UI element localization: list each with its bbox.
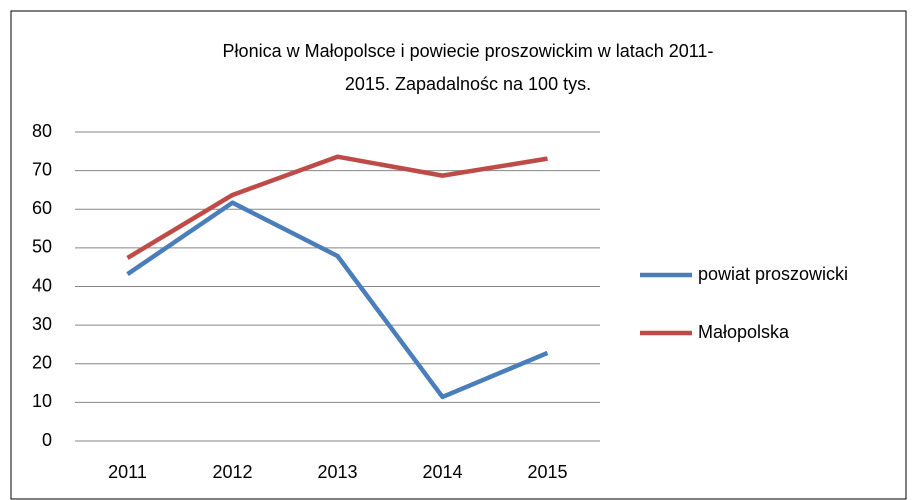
x-tick-label: 2012 (212, 462, 252, 482)
x-tick-label: 2011 (108, 462, 147, 482)
chart-frame (10, 10, 907, 500)
chart-title: Płonica w Małopolsce i powiecie proszowi… (223, 41, 714, 61)
x-tick-label: 2015 (527, 462, 567, 482)
series-line (126, 154, 548, 260)
legend-label: powiat proszowicki (698, 264, 848, 284)
y-tick-label: 50 (32, 237, 52, 257)
y-tick-label: 10 (32, 391, 52, 411)
y-tick-label: 20 (32, 353, 52, 373)
y-tick-label: 80 (32, 121, 52, 141)
series-line (126, 200, 549, 400)
legend-label: Małopolska (698, 322, 790, 342)
x-tick-label: 2014 (422, 462, 462, 482)
y-tick-label: 30 (32, 314, 52, 334)
y-tick-label: 0 (42, 430, 52, 450)
y-tick-label: 70 (32, 159, 52, 179)
x-tick-label: 2013 (317, 462, 357, 482)
y-tick-label: 40 (32, 275, 52, 295)
y-tick-label: 60 (32, 198, 52, 218)
chart-title: 2015. Zapadalnośc na 100 tys. (345, 74, 591, 94)
